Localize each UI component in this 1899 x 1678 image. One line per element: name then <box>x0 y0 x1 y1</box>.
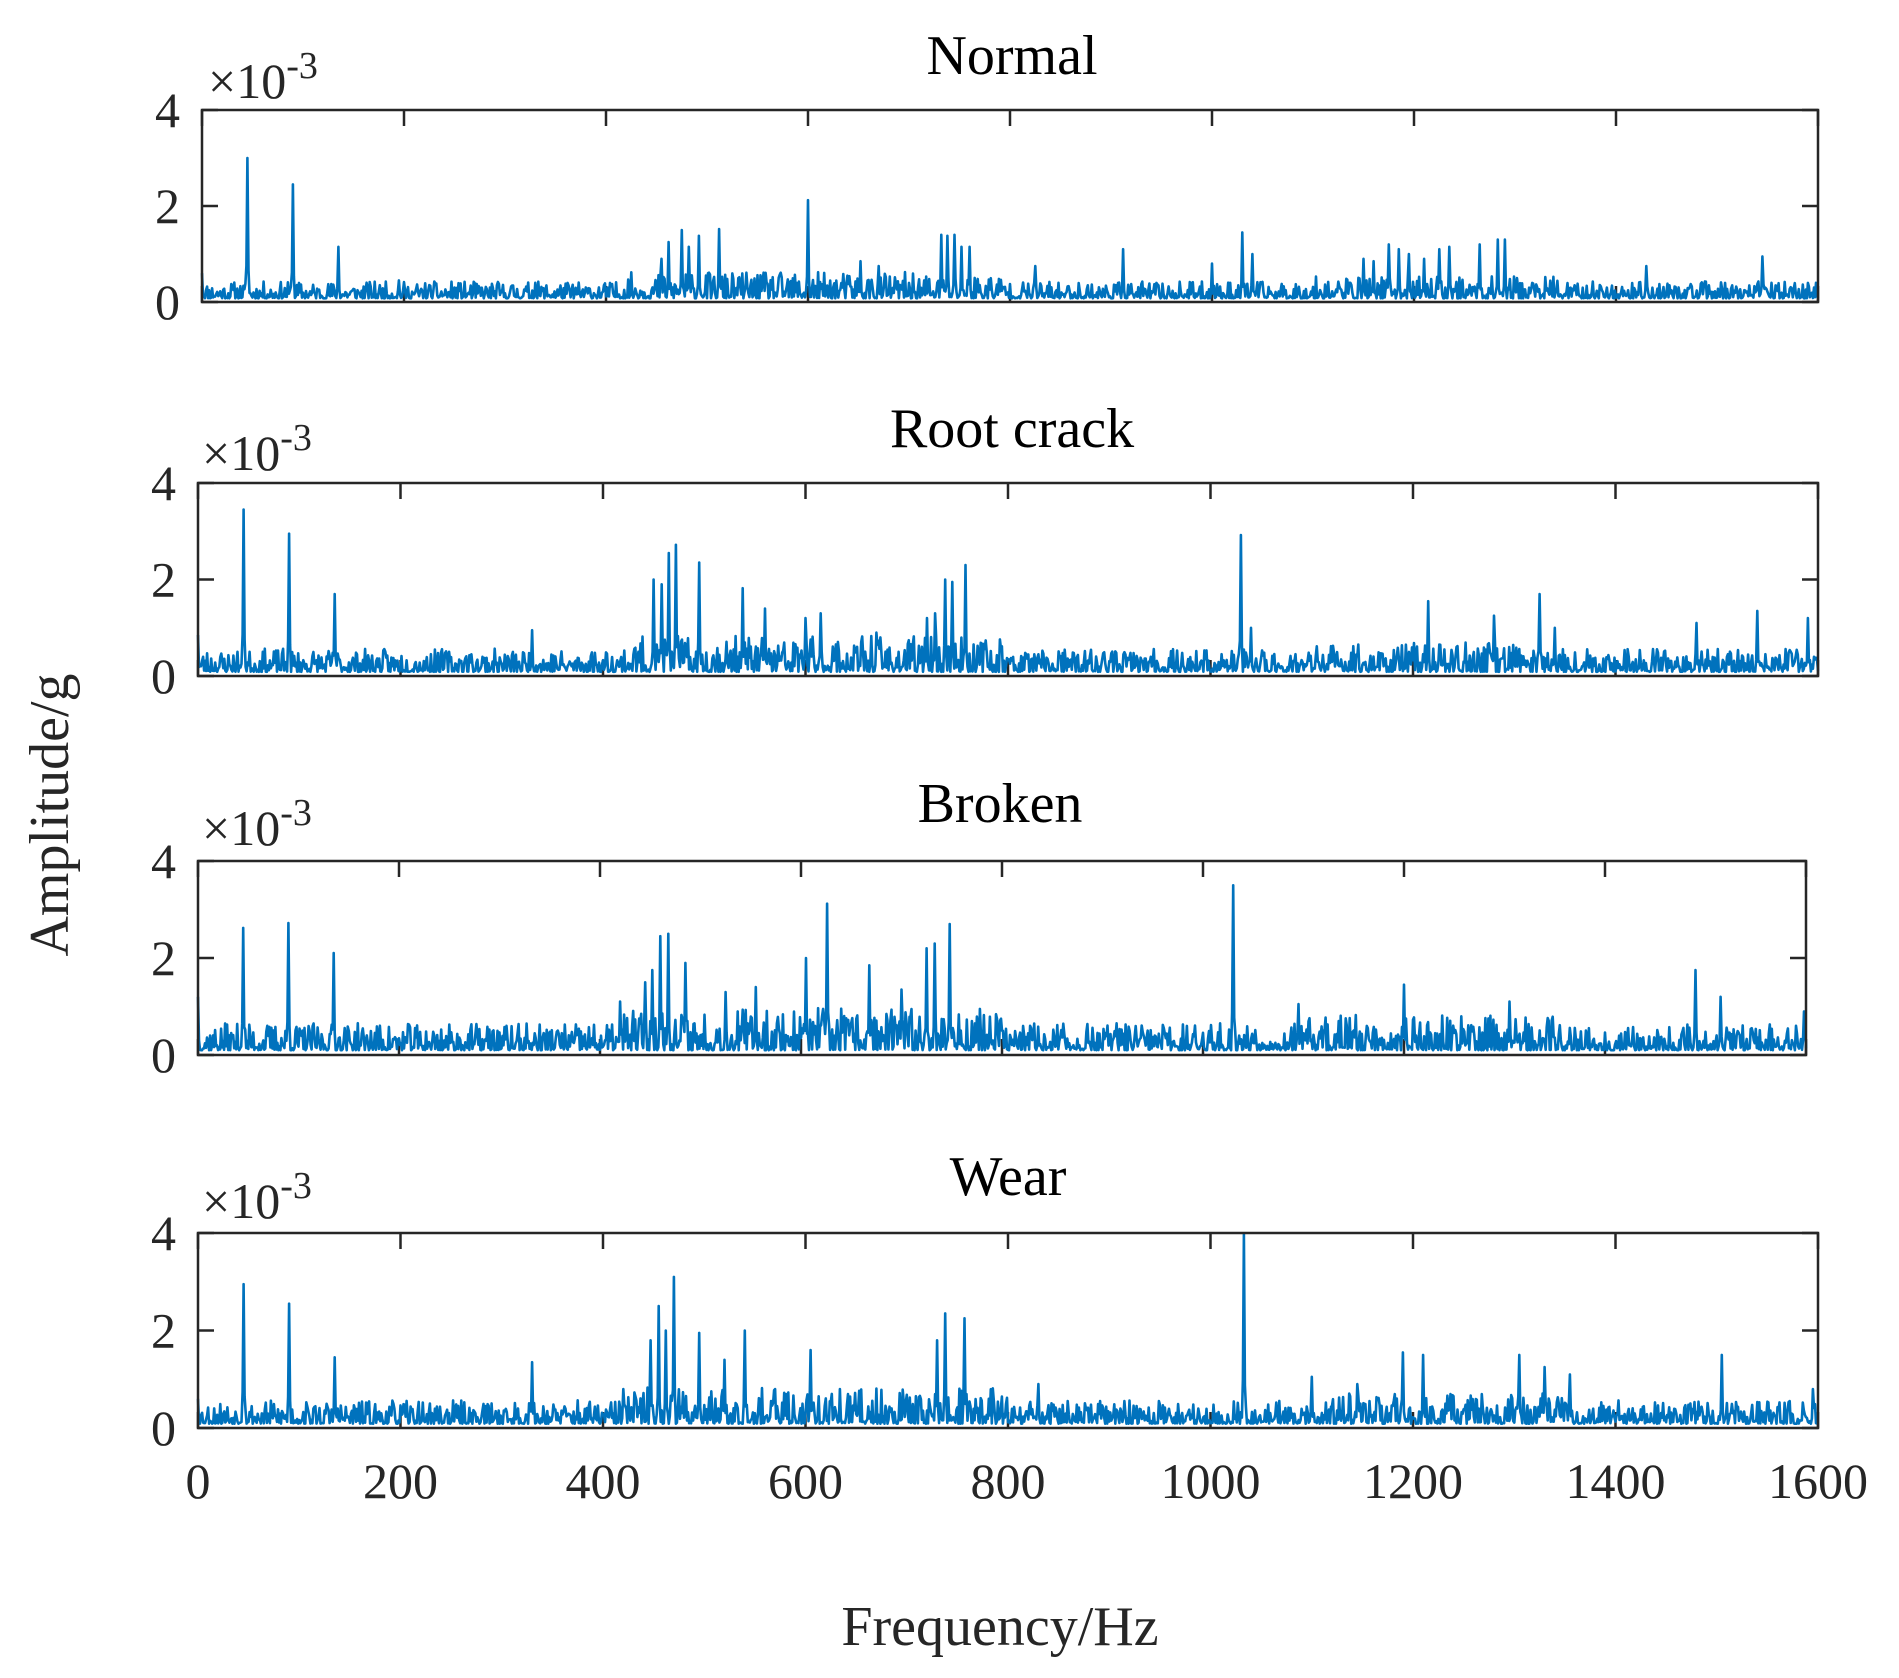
y-tick-label: 4 <box>155 82 180 138</box>
x-tick-label: 600 <box>768 1453 843 1509</box>
y-tick-label: 2 <box>155 178 180 234</box>
y-tick-label: 2 <box>151 930 176 986</box>
y-tick-label: 2 <box>151 1303 176 1359</box>
exponent-label: ×10-3 <box>208 45 318 109</box>
exponent-label: ×10-3 <box>202 417 312 481</box>
panel-normal: Normal ×10-3 0 2 4 <box>155 25 1820 330</box>
x-tick-label: 1000 <box>1161 1453 1261 1509</box>
plot-frame <box>196 859 1808 1057</box>
tick-marks <box>196 481 1820 678</box>
x-tick-label: 1600 <box>1768 1453 1868 1509</box>
y-tick-label: 4 <box>151 455 176 511</box>
y-tick-labels: 0 2 4 <box>151 1205 176 1456</box>
panel-wear: Wear ×10-3 0 2 4 0 200 400 600 800 1000 1200 1400… <box>151 1146 1868 1509</box>
spectrum-line <box>200 156 1820 300</box>
tick-marks <box>200 108 1820 304</box>
panel-broken: Broken ×10-3 0 2 4 <box>151 773 1808 1083</box>
x-tick-label: 800 <box>971 1453 1046 1509</box>
x-tick-label: 400 <box>566 1453 641 1509</box>
y-tick-label: 4 <box>151 833 176 889</box>
y-tick-label: 0 <box>151 1400 176 1456</box>
exponent-label: ×10-3 <box>202 1165 312 1229</box>
x-axis-label: Frequency/Hz <box>841 1596 1158 1658</box>
panel-title: Normal <box>926 25 1097 87</box>
exponent-label: ×10-3 <box>202 792 312 856</box>
panel-root-crack: Root crack ×10-3 0 2 4 <box>151 398 1820 704</box>
spectrum-line <box>196 883 1808 1052</box>
y-tick-label: 0 <box>151 648 176 704</box>
x-tick-label: 1200 <box>1363 1453 1463 1509</box>
y-tick-labels: 0 2 4 <box>151 833 176 1083</box>
x-tick-label: 0 <box>186 1453 211 1509</box>
y-tick-label: 0 <box>151 1027 176 1083</box>
x-tick-labels: 0 200 400 600 800 1000 1200 1400 1600 <box>186 1453 1869 1509</box>
plot-frame <box>200 108 1820 304</box>
plot-frame <box>196 481 1820 678</box>
x-tick-label: 200 <box>363 1453 438 1509</box>
y-tick-label: 0 <box>155 274 180 330</box>
y-axis-label: Amplitude/g <box>19 673 81 956</box>
y-tick-label: 2 <box>151 552 176 608</box>
panel-title: Broken <box>918 773 1083 835</box>
spectrum-line <box>196 508 1820 674</box>
x-tick-label: 1400 <box>1566 1453 1666 1509</box>
spectrum-line <box>196 1232 1819 1425</box>
panel-title: Root crack <box>890 398 1134 460</box>
y-tick-label: 4 <box>151 1205 176 1261</box>
panel-title: Wear <box>950 1146 1067 1208</box>
plot-frame <box>196 1231 1820 1430</box>
y-tick-labels: 0 2 4 <box>155 82 180 330</box>
y-tick-labels: 0 2 4 <box>151 455 176 704</box>
